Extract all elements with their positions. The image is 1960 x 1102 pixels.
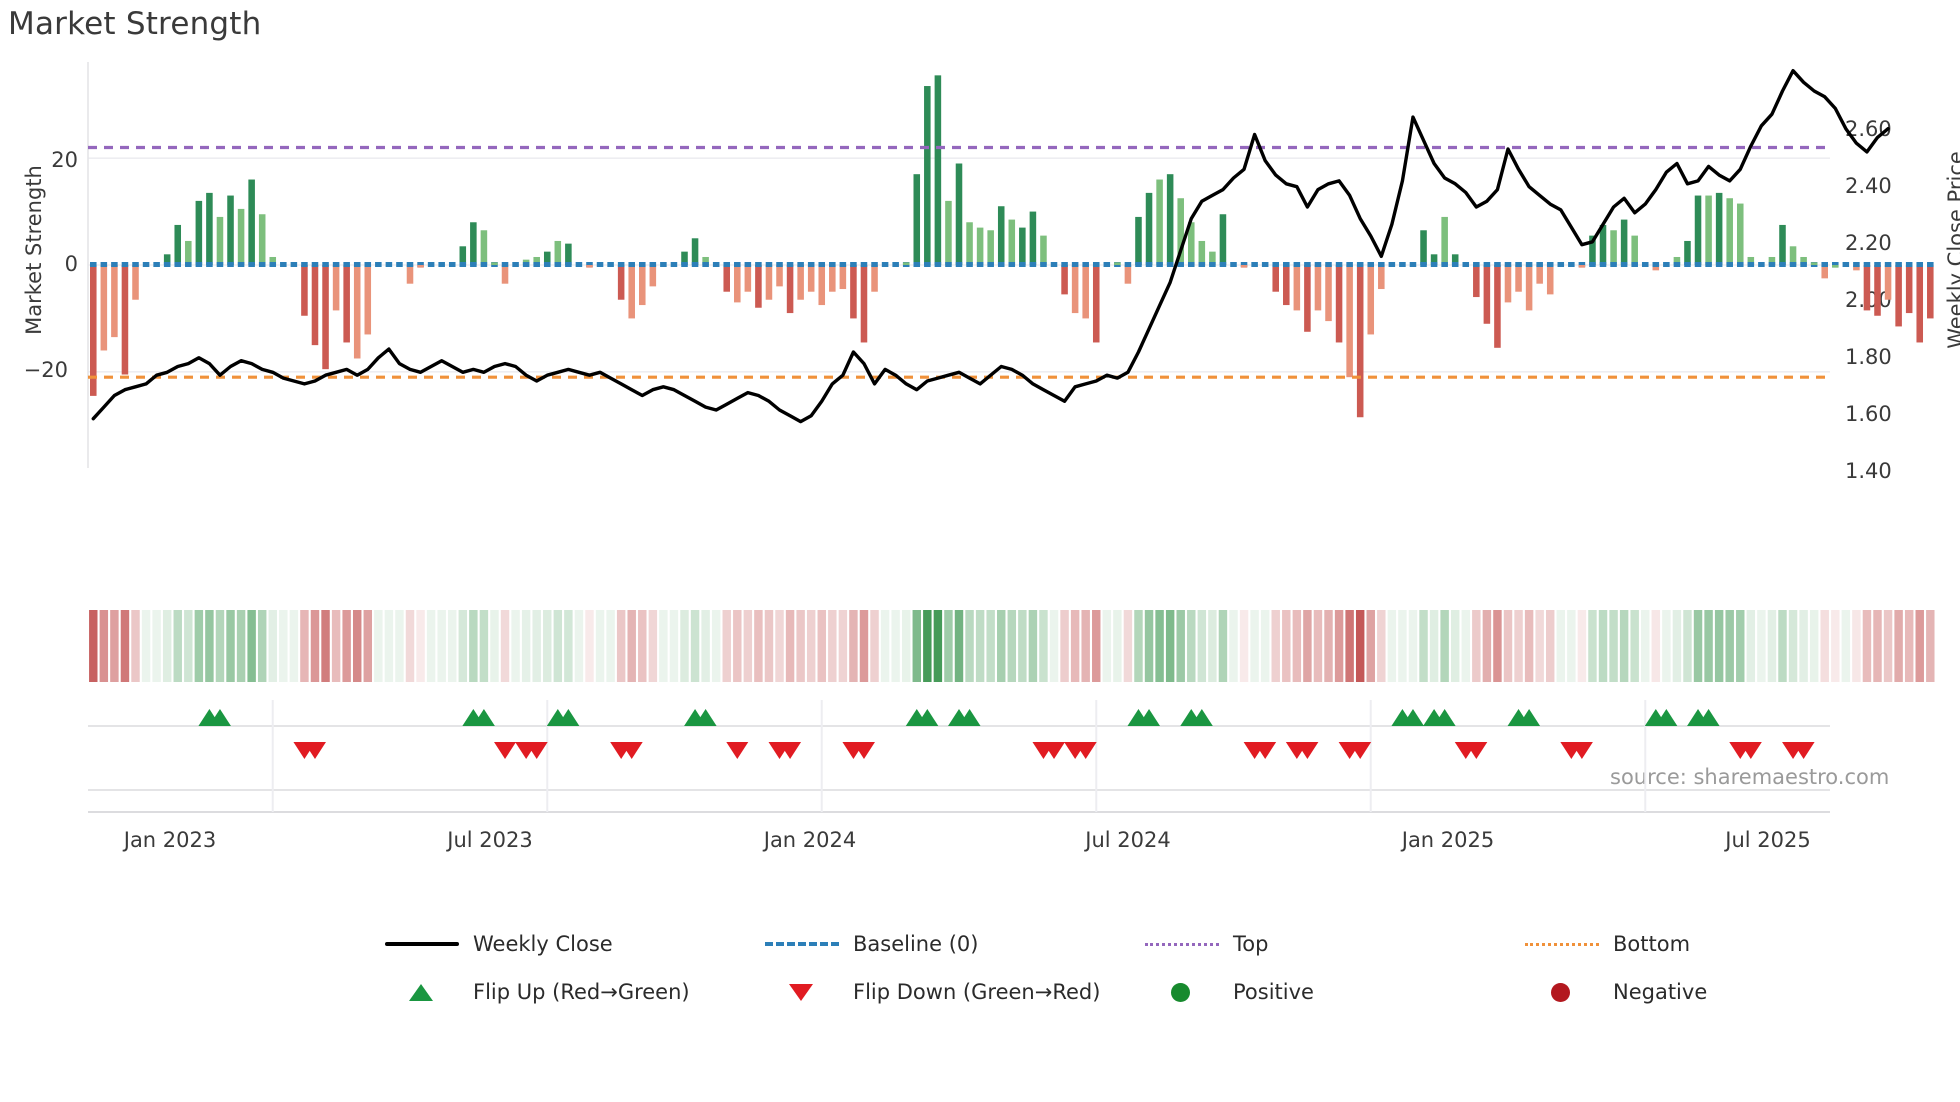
y-right-tick-220: 2.20 xyxy=(1845,231,1892,255)
x-tick-jan-2024: Jan 2024 xyxy=(763,828,857,852)
legend-item-flip-up[interactable]: Flip Up (Red→Green) xyxy=(385,980,690,1004)
source-attribution: source: sharemaestro.com xyxy=(1610,765,1890,789)
legend-item-positive[interactable]: Positive xyxy=(1145,980,1314,1004)
triangle-up-icon xyxy=(385,981,459,1003)
legend-label: Weekly Close xyxy=(473,932,613,956)
y-left-tick-neg20: −20 xyxy=(23,358,68,382)
x-tick-jan-2023: Jan 2023 xyxy=(123,828,217,852)
price-line-layer xyxy=(91,68,1890,424)
dashed-line-icon xyxy=(765,933,839,955)
y-left-tick-0: 0 xyxy=(64,252,78,276)
triangle-down-icon xyxy=(765,981,839,1003)
x-tick-jul-2025: Jul 2025 xyxy=(1725,828,1811,852)
x-tick-jan-2025: Jan 2025 xyxy=(1401,828,1495,852)
x-tick-jul-2023: Jul 2023 xyxy=(447,828,533,852)
heatmap-strip xyxy=(89,610,1935,682)
chart-legend: Weekly Close Baseline (0) Top Bottom Fli… xyxy=(0,920,1960,1030)
y-right-tick-160: 1.60 xyxy=(1845,402,1892,426)
legend-label: Flip Up (Red→Green) xyxy=(473,980,690,1004)
legend-label: Top xyxy=(1233,932,1269,956)
chart-plot-area xyxy=(87,62,1935,813)
legend-item-bottom[interactable]: Bottom xyxy=(1525,932,1690,956)
y-right-tick-240: 2.40 xyxy=(1845,174,1892,198)
legend-label: Baseline (0) xyxy=(853,932,979,956)
reference-lines-layer xyxy=(88,145,1830,379)
legend-item-negative[interactable]: Negative xyxy=(1525,980,1707,1004)
legend-item-top[interactable]: Top xyxy=(1145,932,1268,956)
flip-markers-layer xyxy=(88,700,1830,813)
legend-item-baseline[interactable]: Baseline (0) xyxy=(765,932,978,956)
circle-icon xyxy=(1145,981,1219,1003)
circle-icon xyxy=(1525,981,1599,1003)
legend-item-weekly-close[interactable]: Weekly Close xyxy=(385,932,613,956)
dotted-line-icon xyxy=(1145,933,1219,955)
dotted-line-icon xyxy=(1525,933,1599,955)
bars-layer xyxy=(90,75,1934,418)
legend-label: Positive xyxy=(1233,980,1314,1004)
legend-label: Flip Down (Green→Red) xyxy=(853,980,1101,1004)
legend-item-flip-down[interactable]: Flip Down (Green→Red) xyxy=(765,980,1100,1004)
legend-label: Negative xyxy=(1613,980,1708,1004)
solid-line-icon xyxy=(385,933,459,955)
y-right-tick-140: 1.40 xyxy=(1845,459,1892,483)
page-title: Market Strength xyxy=(8,6,262,42)
legend-label: Bottom xyxy=(1613,932,1691,956)
x-tick-jul-2024: Jul 2024 xyxy=(1085,828,1171,852)
y-right-tick-180: 1.80 xyxy=(1845,345,1892,369)
y-left-tick-20: 20 xyxy=(51,148,78,172)
